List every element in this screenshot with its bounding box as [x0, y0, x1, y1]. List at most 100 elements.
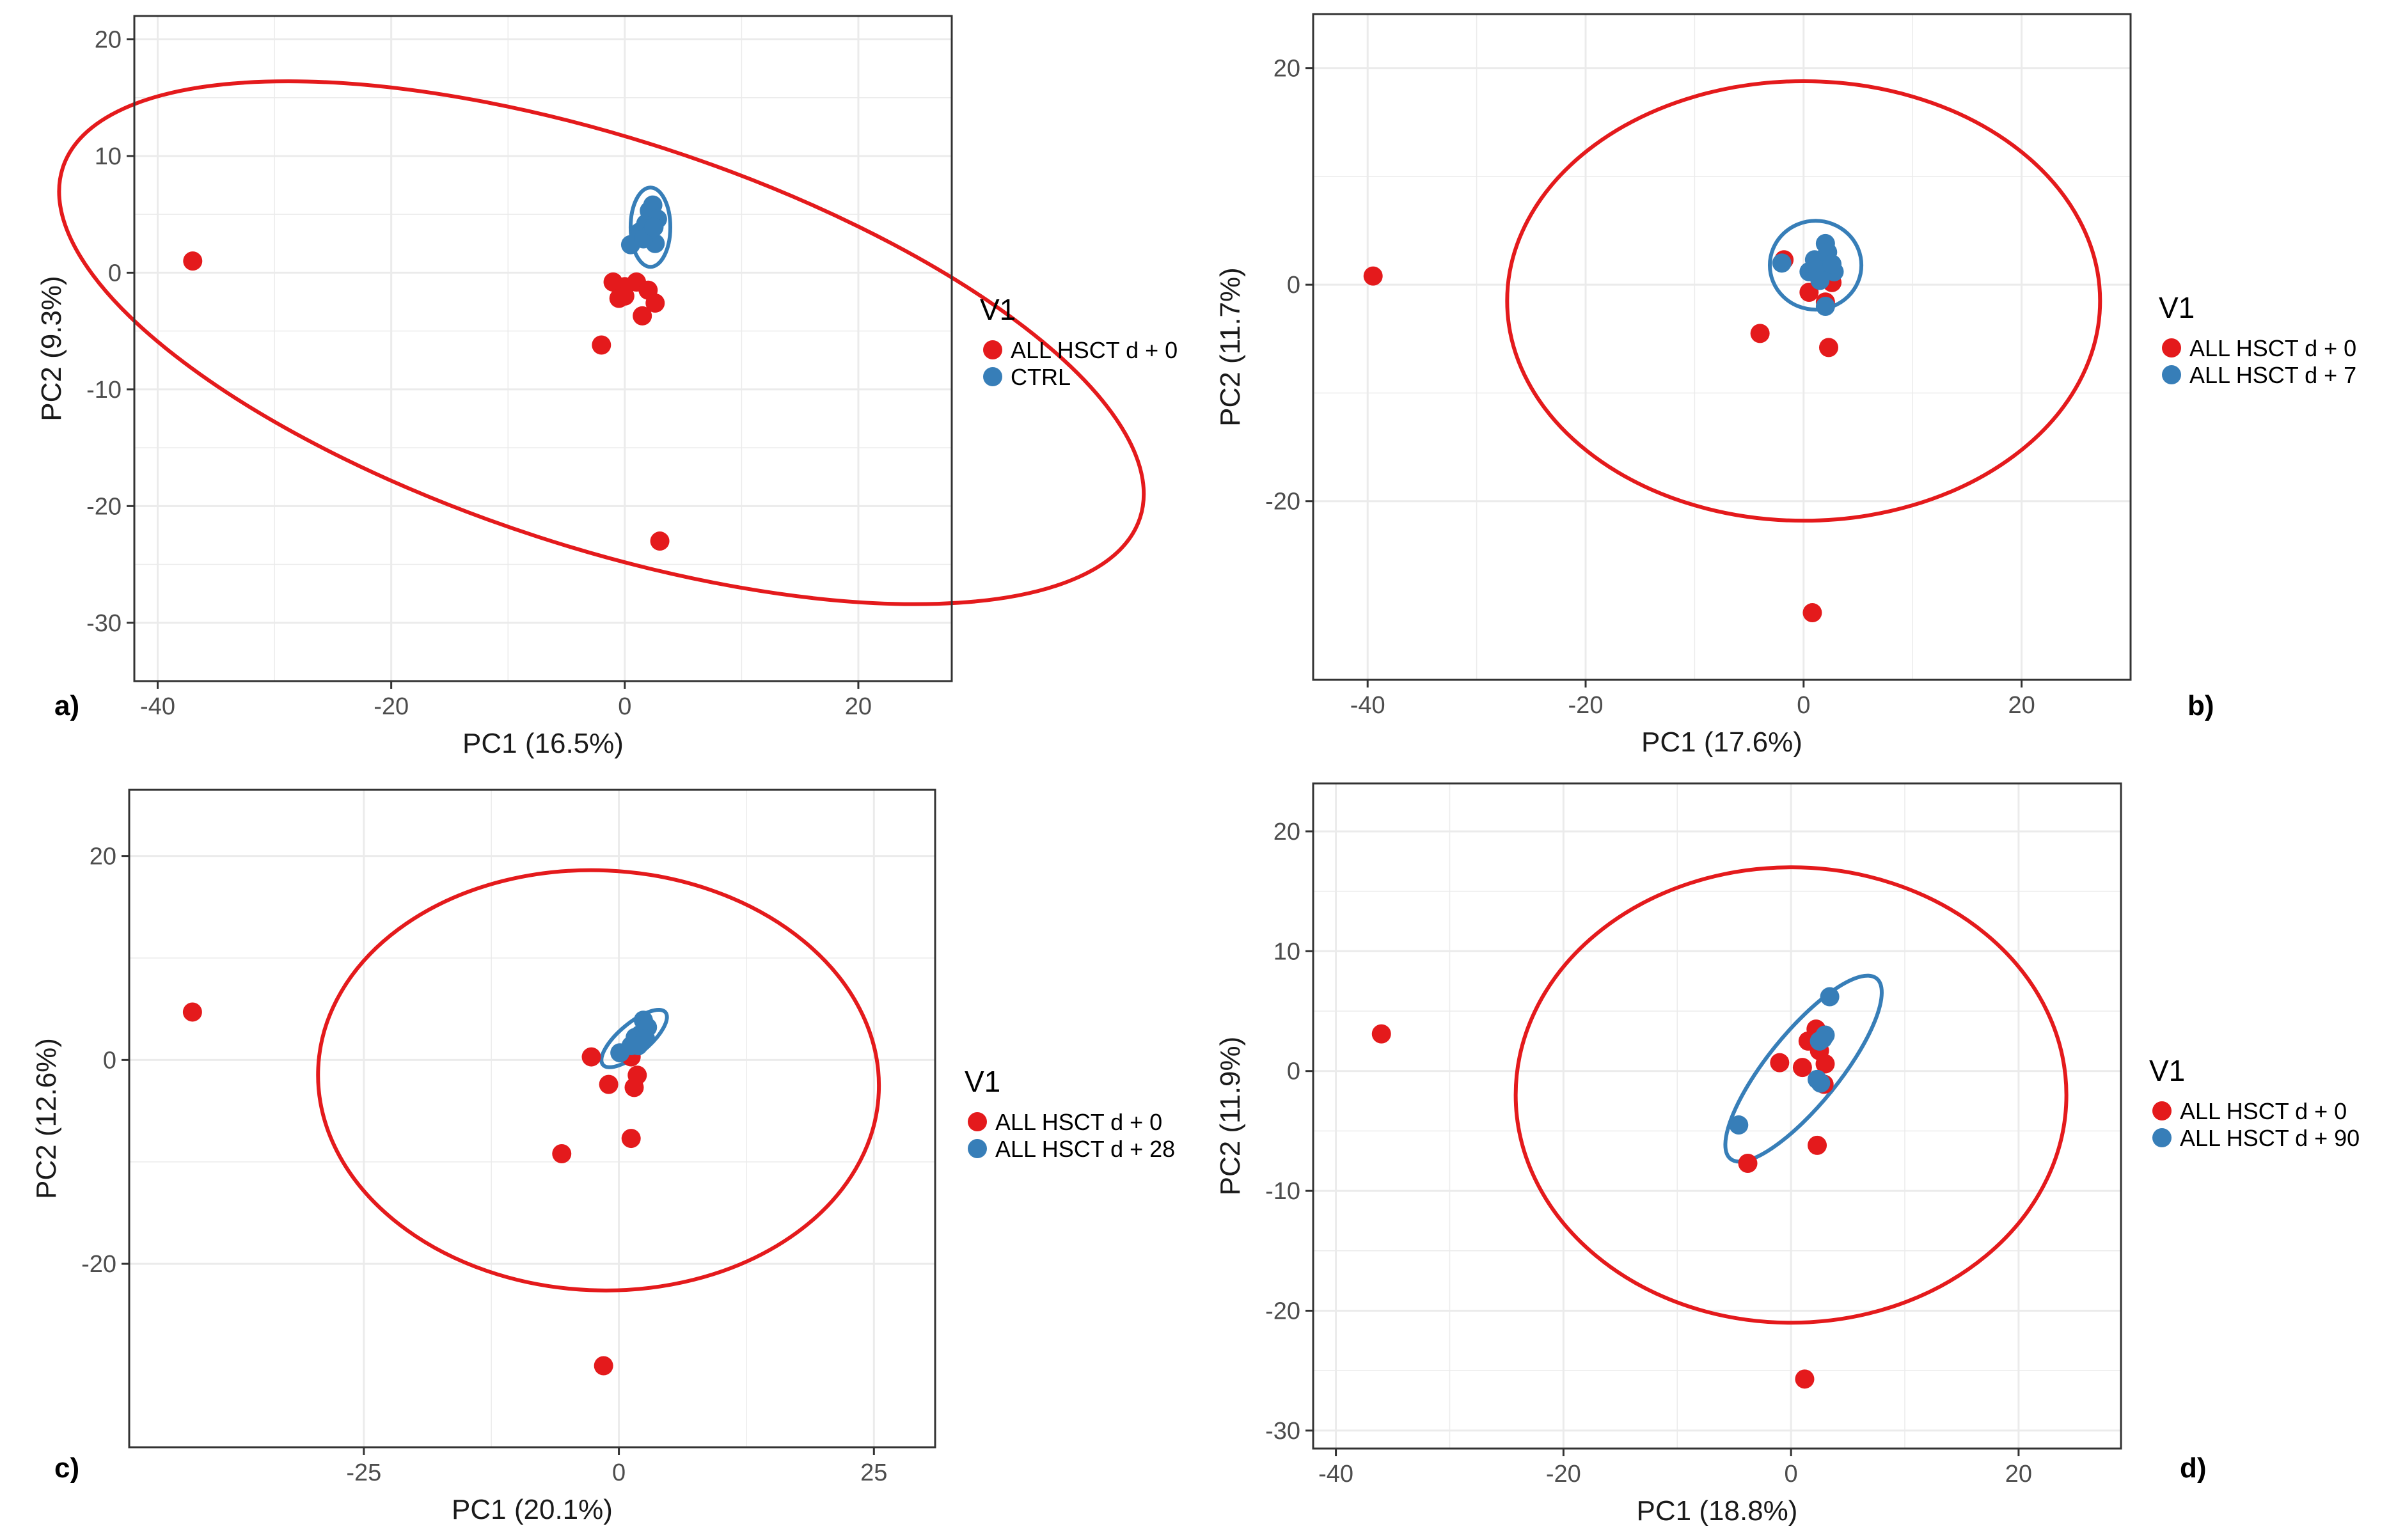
x-tick-label: -40 [140, 693, 175, 720]
data-point-series-0 [633, 306, 652, 326]
data-point-series-0 [592, 335, 611, 355]
data-point-series-0 [599, 1074, 619, 1094]
panel-label: c) [54, 1452, 79, 1484]
plot-background [134, 16, 952, 681]
y-tick-label: -20 [86, 493, 122, 520]
y-axis-title: PC2 (11.7%) [1215, 267, 1246, 427]
panel-a: -40 -20 0 20 20 10 0 -10 -20 -30 PC1 (16.5%) PC2 (9… [36, 15, 1178, 759]
confidence-ellipse-series-1 [1723, 973, 1884, 1164]
x-tick-label: -20 [374, 693, 409, 720]
x-tick-label: 0 [1785, 1461, 1798, 1488]
legend-swatch [2162, 365, 2181, 384]
x-tick-label: -25 [346, 1459, 381, 1486]
data-point-series-0 [182, 1002, 202, 1022]
data-point-series-1 [1810, 271, 1830, 290]
legend-entry: ALL HSCT d + 7 [2189, 362, 2356, 388]
legend-swatch [983, 340, 1002, 359]
confidence-ellipse-series-0 [57, 79, 1146, 606]
x-tick-label: -20 [1568, 692, 1604, 719]
data-point-series-1 [1820, 987, 1840, 1007]
y-tick-label: 10 [95, 143, 122, 170]
legend-swatch [968, 1112, 987, 1131]
data-point-series-0 [615, 286, 635, 306]
legend-swatch [983, 367, 1002, 386]
legend-title: V1 [965, 1065, 1000, 1098]
data-point-series-0 [1808, 1135, 1827, 1155]
x-axis-title: PC1 (20.1%) [452, 1494, 613, 1525]
y-tick-label: 20 [90, 844, 116, 870]
y-tick-label: 0 [103, 1047, 116, 1074]
legend-title: V1 [2149, 1054, 2185, 1087]
legend-entry: ALL HSCT d + 0 [2180, 1098, 2347, 1124]
plot-background [1313, 783, 2121, 1449]
data-point-series-1 [1729, 1115, 1749, 1135]
y-axis-title: PC2 (12.6%) [31, 1038, 62, 1199]
panel-label: a) [54, 690, 79, 721]
data-point-series-0 [594, 1356, 613, 1376]
legend-entry: ALL HSCT d + 28 [995, 1136, 1175, 1162]
y-tick-label: -30 [86, 610, 122, 637]
data-point-series-0 [1818, 338, 1838, 358]
y-tick-label: -20 [1265, 1298, 1300, 1325]
panel-label: b) [2188, 690, 2214, 721]
data-point-series-1 [1815, 297, 1835, 317]
y-tick-label: -10 [86, 377, 122, 404]
y-tick-label: -20 [1265, 489, 1300, 515]
x-tick-label: 25 [860, 1459, 887, 1486]
data-point-series-0 [650, 531, 670, 551]
data-point-series-1 [1772, 253, 1792, 273]
legend-swatch [2152, 1128, 2172, 1147]
data-point-series-0 [621, 1129, 641, 1149]
data-point-series-1 [1822, 255, 1842, 274]
data-point-series-1 [644, 217, 664, 237]
data-point-series-1 [1811, 1073, 1831, 1093]
panel-border [133, 15, 953, 682]
panel-d: -40 -20 0 20 20 10 0 -10 -20 -30 PC1 (18.8%) PC2 (1… [1215, 782, 2360, 1527]
panel-border [128, 789, 936, 1449]
panel-b: -40 -20 0 20 20 0 -20 PC1 (17.6%) PC2 (11.7%) V1 A… [1215, 13, 2356, 758]
data-point-series-1 [1813, 1029, 1833, 1049]
data-point-series-0 [1363, 266, 1383, 286]
plot-background [1313, 14, 2131, 680]
confidence-ellipse-series-1 [1767, 219, 1864, 312]
y-tick-label: -30 [1265, 1418, 1300, 1445]
y-axis-title: PC2 (11.9%) [1215, 1037, 1246, 1196]
x-tick-label: 20 [845, 693, 872, 720]
y-tick-label: 0 [1287, 1058, 1300, 1085]
x-tick-label: 20 [2005, 1461, 2032, 1488]
legend-entry: ALL HSCT d + 0 [1011, 337, 1178, 363]
data-point-series-0 [1750, 324, 1770, 343]
panel-border [1312, 782, 2122, 1450]
data-point-series-0 [552, 1143, 572, 1163]
data-point-series-0 [183, 251, 203, 271]
legend-entry: ALL HSCT d + 0 [995, 1109, 1162, 1135]
x-tick-label: 0 [612, 1459, 626, 1486]
plot-background [129, 790, 935, 1447]
y-tick-label: 20 [95, 26, 122, 53]
x-tick-label: 20 [2008, 692, 2035, 719]
legend-title: V1 [980, 293, 1016, 326]
legend-swatch [968, 1139, 987, 1158]
x-tick-label: 0 [1797, 692, 1810, 719]
x-tick-label: -40 [1350, 692, 1385, 719]
data-point-series-0 [1795, 1369, 1815, 1389]
panel-border [1312, 13, 2132, 681]
data-point-series-1 [628, 1036, 648, 1056]
data-point-series-0 [1815, 1054, 1835, 1074]
data-point-series-0 [627, 1065, 647, 1085]
data-point-series-0 [1371, 1024, 1391, 1044]
x-axis-title: PC1 (16.5%) [462, 728, 624, 759]
confidence-ellipse-series-0 [316, 868, 881, 1292]
legend-entry: ALL HSCT d + 0 [2189, 335, 2356, 361]
data-point-series-0 [1738, 1154, 1758, 1174]
legend-swatch [2152, 1101, 2172, 1120]
panel-label: d) [2180, 1452, 2207, 1484]
confidence-ellipse-series-1 [628, 185, 673, 269]
y-tick-label: -10 [1265, 1178, 1300, 1205]
confidence-ellipse-series-0 [1513, 865, 2069, 1325]
legend-entry: CTRL [1011, 364, 1071, 390]
